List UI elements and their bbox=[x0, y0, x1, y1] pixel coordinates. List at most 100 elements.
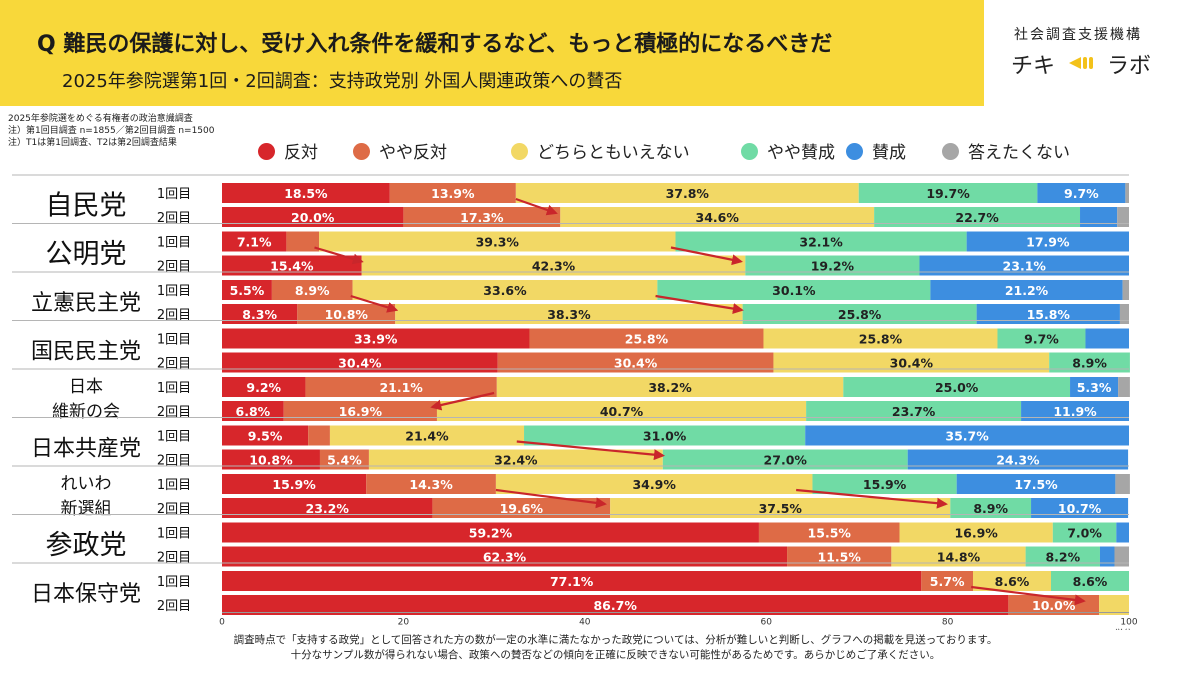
bar-segment bbox=[222, 207, 404, 227]
note-line: 注）T1は第1回調査、T2は第2回調査結果 bbox=[8, 138, 177, 148]
data-label: 8.3% bbox=[242, 307, 277, 322]
data-label: 38.3% bbox=[547, 307, 591, 322]
brand-name-left: チキ bbox=[1011, 54, 1056, 79]
data-label: 6.8% bbox=[236, 404, 271, 419]
data-label: 15.5% bbox=[808, 526, 852, 541]
megaphone-icon bbox=[1069, 57, 1093, 69]
party-label: 日本保守党 bbox=[31, 582, 141, 607]
data-label: 34.9% bbox=[632, 477, 676, 492]
change-arrow bbox=[515, 197, 558, 216]
legend-item: どちらともいえない bbox=[511, 138, 690, 163]
bar-segment bbox=[1099, 546, 1115, 567]
data-label: 16.9% bbox=[339, 404, 383, 419]
bar-segment bbox=[843, 377, 1071, 397]
legend-swatch bbox=[942, 143, 959, 160]
party-label: 日本 bbox=[69, 377, 103, 397]
bar-segment bbox=[1117, 207, 1129, 227]
bar-segment bbox=[930, 280, 1123, 300]
change-arrow bbox=[670, 246, 743, 266]
data-label: 34.6% bbox=[696, 210, 740, 225]
note-line: 注）第1回目調査 n=1855／第2回目調査 n=1500 bbox=[8, 126, 215, 136]
bar-segment bbox=[1025, 546, 1100, 567]
data-label: 19.6% bbox=[500, 501, 544, 516]
party-label: 日本共産党 bbox=[31, 436, 141, 461]
data-label: 39.3% bbox=[476, 235, 520, 250]
page-title: Q 難民の保護に対し、受け入れ条件を緩和するなど、もっと積極的になるべきだ bbox=[37, 32, 833, 57]
bar-segment bbox=[1085, 328, 1129, 349]
bar-segment bbox=[874, 207, 1081, 227]
bar-segment bbox=[787, 546, 892, 567]
change-arrow bbox=[655, 294, 744, 315]
bar-segment bbox=[899, 522, 1053, 543]
data-label: 21.1% bbox=[379, 380, 423, 395]
bar-segment bbox=[745, 255, 920, 276]
round-label: 1回目 bbox=[157, 430, 191, 445]
bar-segment bbox=[742, 304, 977, 324]
bar-segment bbox=[950, 498, 1032, 518]
bar-segment bbox=[222, 522, 759, 543]
data-label: 8.2% bbox=[1045, 550, 1080, 565]
round-label: 2回目 bbox=[157, 211, 191, 226]
bar-segment bbox=[758, 522, 900, 543]
bar-segment bbox=[610, 498, 951, 518]
data-label: 40.7% bbox=[600, 404, 644, 419]
round-label: 1回目 bbox=[157, 527, 191, 542]
bar-segment bbox=[352, 280, 658, 300]
bar-segment bbox=[319, 231, 676, 252]
bar-segment bbox=[222, 183, 390, 203]
party-label: れいわ bbox=[61, 474, 112, 494]
bar-segment bbox=[222, 546, 788, 567]
bar-segment bbox=[1118, 377, 1130, 397]
legend-label: やや反対 bbox=[379, 143, 447, 163]
change-arrow bbox=[516, 440, 665, 461]
bar-segment bbox=[286, 231, 320, 252]
bar-segment bbox=[972, 571, 1051, 591]
data-label: 8.6% bbox=[995, 574, 1030, 589]
data-label: 11.9% bbox=[1053, 404, 1097, 419]
data-label: 7.0% bbox=[1067, 526, 1102, 541]
bar-segment bbox=[222, 595, 1009, 615]
party-label: 立憲民主党 bbox=[31, 291, 141, 316]
round-label: 2回目 bbox=[157, 599, 191, 614]
bar-segment bbox=[222, 255, 362, 276]
brand-logo: チキ ラボ bbox=[1011, 48, 1171, 79]
data-label: 59.2% bbox=[469, 526, 513, 541]
data-label: 33.9% bbox=[354, 332, 398, 347]
data-label: 10.8% bbox=[325, 307, 369, 322]
data-label: 15.4% bbox=[270, 259, 314, 274]
round-label: 1回目 bbox=[157, 236, 191, 251]
data-label: 8.6% bbox=[1073, 574, 1108, 589]
bar-segment bbox=[1037, 183, 1126, 203]
bar-segment bbox=[1049, 352, 1130, 373]
bar-segment bbox=[763, 328, 998, 349]
data-label: 31.0% bbox=[643, 429, 687, 444]
data-label: 25.8% bbox=[859, 332, 903, 347]
x-tick-label: 40 bbox=[579, 618, 591, 628]
data-label: 62.3% bbox=[483, 550, 527, 565]
data-label: 17.9% bbox=[1026, 235, 1070, 250]
change-arrow bbox=[430, 391, 495, 411]
round-label: 2回目 bbox=[157, 405, 191, 420]
bar-segment bbox=[297, 304, 396, 324]
data-label: 27.0% bbox=[764, 453, 808, 468]
footer-line: 十分なサンプル数が得られない場合、政策への賛否などの傾向を正確に反映できない可能… bbox=[290, 649, 941, 661]
data-label: 5.7% bbox=[930, 574, 965, 589]
round-label: 2回目 bbox=[157, 357, 191, 372]
bar-segment bbox=[319, 449, 369, 470]
data-label: 15.8% bbox=[1027, 307, 1071, 322]
bar-segment bbox=[222, 571, 922, 591]
data-label: 37.8% bbox=[666, 186, 710, 201]
data-label: 38.2% bbox=[648, 380, 692, 395]
bar-segment bbox=[997, 328, 1086, 349]
change-arrow bbox=[314, 246, 364, 265]
data-label: 15.9% bbox=[863, 477, 907, 492]
bar-segment bbox=[1021, 401, 1129, 421]
bar-segment bbox=[1119, 304, 1129, 324]
bar-segment bbox=[662, 449, 908, 470]
x-tick-label: 80 bbox=[942, 618, 954, 628]
legend-item: 反対 bbox=[258, 138, 318, 163]
x-tick-label: 0 bbox=[219, 618, 225, 628]
bar-segment bbox=[773, 352, 1050, 373]
bar-segment bbox=[1070, 377, 1119, 397]
bar-segment bbox=[271, 280, 353, 300]
